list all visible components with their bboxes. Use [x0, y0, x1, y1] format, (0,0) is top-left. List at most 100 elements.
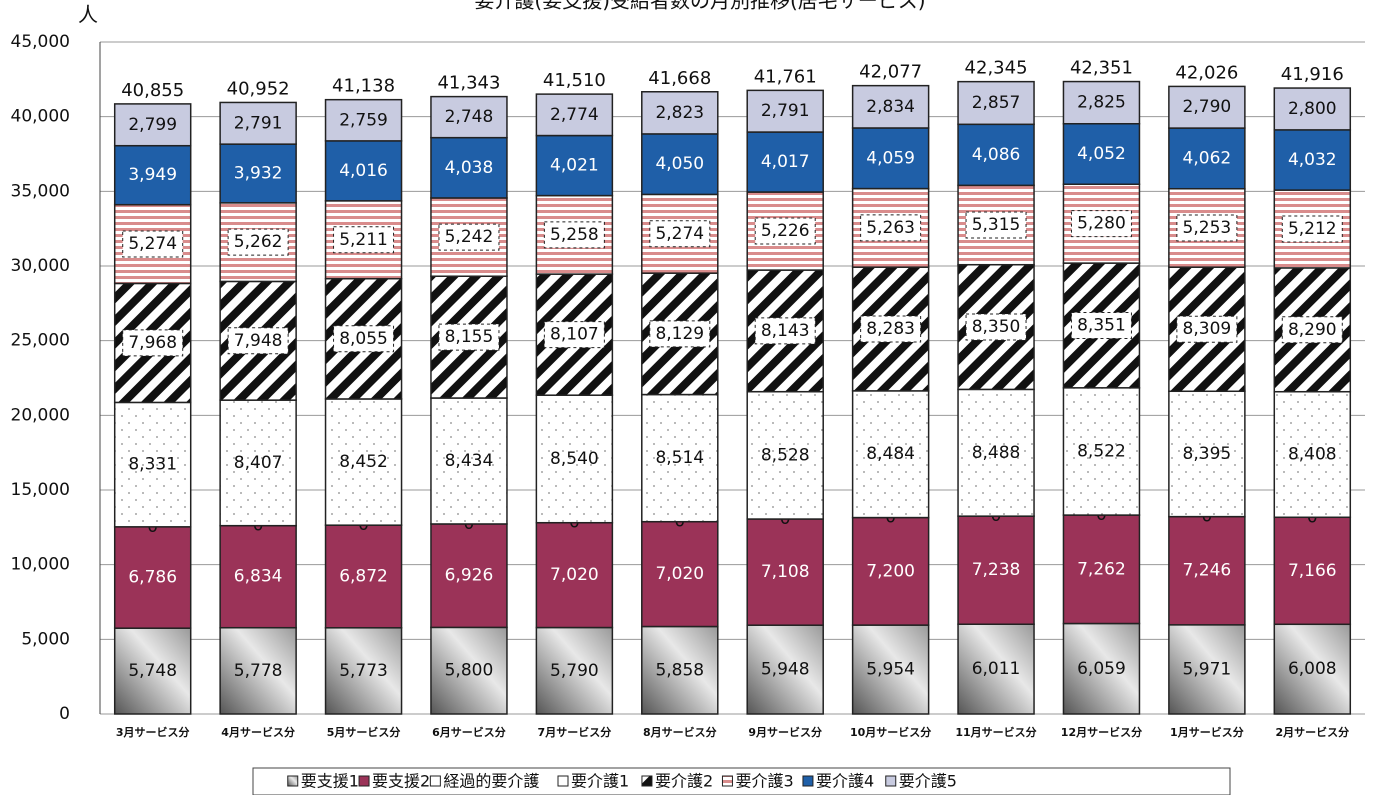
label-box [333, 226, 395, 254]
data-label: 5,226 [761, 221, 810, 241]
bar-segment [1273, 623, 1352, 715]
label-box [754, 317, 816, 345]
bar-segment [1168, 624, 1246, 715]
data-label: 8,055 [339, 329, 388, 349]
bar-segment [113, 526, 192, 629]
data-label: 7,948 [234, 331, 283, 351]
bar-segment [219, 399, 297, 527]
bar-segment [535, 134, 614, 197]
x-tick-label: 5月サービス分 [327, 725, 401, 739]
data-label: 7,262 [1077, 559, 1126, 579]
x-tick-label: 7月サービス分 [538, 725, 612, 739]
data-label: 8,540 [550, 449, 599, 469]
bar-segment [430, 626, 508, 715]
data-label: 5,748 [128, 661, 177, 681]
label-box [1176, 214, 1238, 242]
data-label: 8,350 [972, 317, 1021, 337]
data-label: 5,800 [445, 661, 494, 681]
x-tick-label: 12月サービス分 [1061, 725, 1142, 739]
bar-segment [641, 133, 719, 196]
bar-segment [746, 89, 824, 133]
y-tick-label: 30,000 [11, 256, 70, 276]
legend-label: 要介護2 [655, 772, 713, 791]
bar-segment [957, 623, 1035, 715]
bar-segment [641, 393, 719, 523]
x-tick-label: 3月サービス分 [116, 725, 190, 739]
bar-segment [535, 521, 614, 629]
data-label: 4,062 [1183, 148, 1232, 168]
data-label: 4,052 [1077, 144, 1126, 164]
data-label: 5,258 [550, 225, 599, 245]
bar-segment [113, 103, 192, 147]
label-box [438, 323, 500, 351]
data-label: 8,514 [655, 448, 704, 468]
total-label: 41,343 [437, 73, 500, 94]
data-label: 8,107 [550, 325, 599, 345]
data-label: 5,954 [866, 660, 915, 680]
label-box [649, 320, 711, 348]
data-label: 5,242 [445, 227, 494, 247]
data-label: 7,020 [550, 565, 599, 585]
label-box [122, 230, 184, 258]
bar-segment [746, 131, 824, 193]
bar-segment [430, 95, 508, 139]
total-label: 40,952 [227, 78, 290, 99]
data-label: 6,872 [339, 566, 388, 586]
data-label: 8,129 [655, 324, 704, 344]
bar-segment [1168, 515, 1246, 626]
data-label: 2,834 [866, 97, 915, 117]
data-label: 8,408 [1288, 444, 1337, 464]
data-label: 4,032 [1288, 150, 1337, 170]
data-label: 8,484 [866, 444, 915, 464]
bar-segment [535, 93, 614, 137]
data-label: 4,059 [866, 148, 915, 168]
data-label: 5,280 [1077, 214, 1126, 234]
legend-label: 要支援2 [372, 772, 430, 791]
legend-label: 要介護4 [816, 772, 874, 791]
data-label: 5,971 [1183, 659, 1232, 679]
bar-segment [851, 127, 930, 190]
data-label: 2,825 [1077, 93, 1126, 113]
data-label: 5,948 [761, 660, 810, 680]
data-label: 5,212 [1288, 219, 1337, 239]
data-label: 8,331 [128, 455, 177, 475]
bar-segment [641, 520, 719, 628]
total-label: 40,855 [121, 80, 184, 101]
data-label: 2,748 [445, 107, 494, 127]
data-label: 4,050 [655, 154, 704, 174]
data-label: 8,143 [761, 321, 810, 341]
data-label: 7,166 [1288, 561, 1337, 581]
legend-label: 要支援1 [301, 772, 359, 791]
chart-title: 要介護(要支援)受給者数の月別推移(居宅サービス) [474, 0, 925, 13]
bar-segment [1273, 390, 1352, 519]
label-box [1070, 311, 1132, 339]
bar-segment [113, 627, 192, 715]
bar-segment [113, 401, 192, 528]
data-label: 6,059 [1077, 659, 1126, 679]
y-tick-label: 10,000 [11, 555, 70, 575]
data-label: 3,949 [128, 165, 177, 185]
bar-segment [324, 398, 403, 526]
data-label: 8,452 [339, 452, 388, 472]
legend-swatch [429, 775, 441, 787]
bar-segment [1062, 122, 1141, 186]
bar-segment [324, 524, 403, 629]
y-tick-label: 20,000 [11, 405, 70, 425]
label-box [1281, 316, 1343, 344]
y-tick-label: 45,000 [11, 32, 70, 52]
label-box [227, 327, 289, 355]
label-box [543, 321, 605, 349]
legend-swatch [721, 775, 733, 787]
legend-swatch [802, 775, 814, 787]
data-label: 5,778 [234, 661, 283, 681]
data-label: 2,774 [550, 105, 599, 125]
data-label: 2,799 [128, 115, 177, 135]
data-label: 8,283 [866, 319, 915, 339]
data-label: 3,932 [234, 163, 283, 183]
data-label: 8,522 [1077, 441, 1126, 461]
label-box [1176, 315, 1238, 343]
bar-segment [324, 98, 403, 142]
legend-label: 要介護1 [571, 772, 629, 791]
label-box [543, 221, 605, 249]
